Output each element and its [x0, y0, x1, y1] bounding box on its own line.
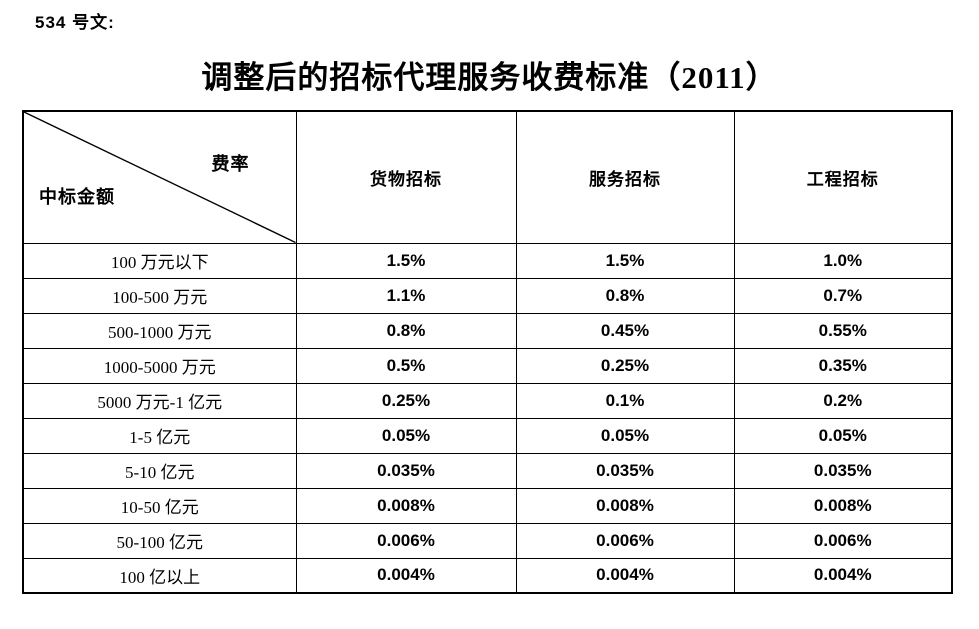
- rate-cell: 0.25%: [515, 347, 735, 384]
- rate-cell: 0.8%: [515, 277, 735, 314]
- rate-cell: 0.006%: [295, 522, 517, 559]
- rate-cell: 0.05%: [733, 417, 953, 454]
- column-header-goods-bidding: 货物招标: [295, 110, 517, 244]
- rate-cell: 1.1%: [295, 277, 517, 314]
- row-label: 1000-5000 万元: [22, 347, 297, 384]
- rate-cell: 0.004%: [733, 557, 953, 594]
- corner-label-rate: 费率: [211, 154, 250, 174]
- rate-cell: 0.05%: [295, 417, 517, 454]
- rate-cell: 0.035%: [295, 452, 517, 489]
- row-label: 100 亿以上: [22, 557, 297, 594]
- table-row: 100 亿以上 0.004% 0.004% 0.004%: [22, 557, 953, 594]
- rate-cell: 0.008%: [515, 487, 735, 524]
- row-label: 5-10 亿元: [22, 452, 297, 489]
- table-row: 5000 万元-1 亿元 0.25% 0.1% 0.2%: [22, 382, 953, 419]
- rate-cell: 0.035%: [515, 452, 735, 489]
- row-label: 5000 万元-1 亿元: [22, 382, 297, 419]
- table-row: 1000-5000 万元 0.5% 0.25% 0.35%: [22, 347, 953, 384]
- row-label: 10-50 亿元: [22, 487, 297, 524]
- table-row: 5-10 亿元 0.035% 0.035% 0.035%: [22, 452, 953, 489]
- doc-number: 534 号文:: [35, 13, 115, 32]
- page-title: 调整后的招标代理服务收费标准（2011）: [201, 60, 778, 95]
- row-label: 1-5 亿元: [22, 417, 297, 454]
- header-row: 费率 中标金额 货物招标 服务招标 工程招标: [22, 110, 953, 244]
- rate-cell: 0.006%: [515, 522, 735, 559]
- rate-cell: 0.5%: [295, 347, 517, 384]
- corner-cell: 费率 中标金额: [22, 110, 297, 244]
- rate-cell: 1.5%: [295, 242, 517, 279]
- rate-cell: 0.45%: [515, 312, 735, 349]
- rate-cell: 0.004%: [295, 557, 517, 594]
- rate-cell: 0.2%: [733, 382, 953, 419]
- table-row: 100 万元以下 1.5% 1.5% 1.0%: [22, 242, 953, 279]
- table-row: 50-100 亿元 0.006% 0.006% 0.006%: [22, 522, 953, 559]
- table-row: 1-5 亿元 0.05% 0.05% 0.05%: [22, 417, 953, 454]
- table-row: 500-1000 万元 0.8% 0.45% 0.55%: [22, 312, 953, 349]
- row-label: 500-1000 万元: [22, 312, 297, 349]
- rate-cell: 0.006%: [733, 522, 953, 559]
- corner-label-amount: 中标金额: [39, 186, 115, 207]
- rate-cell: 0.035%: [733, 452, 953, 489]
- row-label: 50-100 亿元: [22, 522, 297, 559]
- rate-cell: 0.55%: [733, 312, 953, 349]
- row-label: 100-500 万元: [22, 277, 297, 314]
- rate-cell: 0.008%: [733, 487, 953, 524]
- diagonal-divider-line: [24, 112, 296, 243]
- rate-cell: 0.05%: [515, 417, 735, 454]
- fee-table: 费率 中标金额 货物招标 服务招标 工程招标 100 万元以下 1.5% 1.5% 1…: [22, 110, 953, 594]
- column-header-service-bidding: 服务招标: [515, 110, 735, 244]
- rate-cell: 0.35%: [733, 347, 953, 384]
- table-row: 100-500 万元 1.1% 0.8% 0.7%: [22, 277, 953, 314]
- rate-cell: 0.004%: [515, 557, 735, 594]
- rate-cell: 0.1%: [515, 382, 735, 419]
- row-label: 100 万元以下: [22, 242, 297, 279]
- fee-table-body: 100 万元以下 1.5% 1.5% 1.0% 100-500 万元 1.1% 0.8% 0.…: [22, 242, 953, 594]
- rate-cell: 1.0%: [733, 242, 953, 279]
- table-row: 10-50 亿元 0.008% 0.008% 0.008%: [22, 487, 953, 524]
- rate-cell: 1.5%: [515, 242, 735, 279]
- rate-cell: 0.008%: [295, 487, 517, 524]
- column-header-engineering-bidding: 工程招标: [733, 110, 953, 244]
- rate-cell: 0.25%: [295, 382, 517, 419]
- rate-cell: 0.8%: [295, 312, 517, 349]
- rate-cell: 0.7%: [733, 277, 953, 314]
